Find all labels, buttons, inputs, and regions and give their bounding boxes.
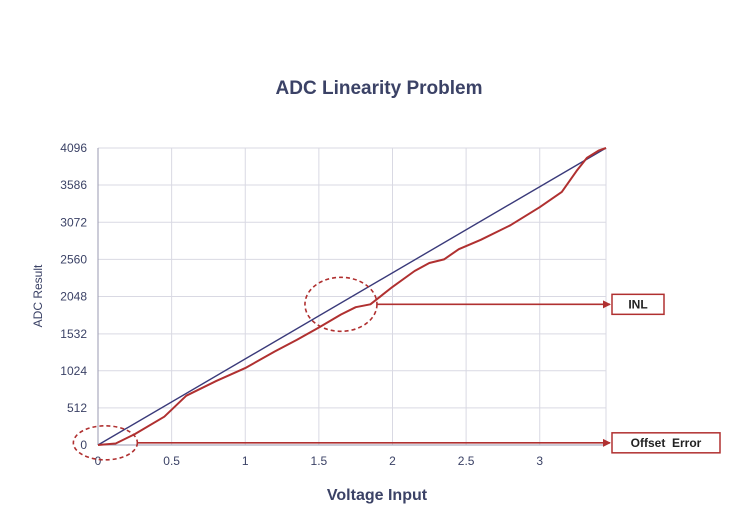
offset-error-label: Offset Error — [631, 436, 702, 450]
inl-label-box — [611, 293, 665, 316]
y-tick-label: 2560 — [60, 252, 87, 266]
y-tick-label: 4096 — [60, 141, 87, 155]
x-tick-label: 0.5 — [163, 454, 180, 468]
y-tick-label: 3072 — [60, 215, 87, 229]
x-axis-title: Voltage Input — [327, 487, 428, 504]
x-tick-label: 1.5 — [311, 454, 328, 468]
offset-label-box — [611, 432, 721, 454]
annotations: INL Offset Error — [72, 276, 721, 461]
y-tick-label: 2048 — [60, 290, 87, 304]
offset-arrowhead — [603, 438, 611, 447]
y-tick-label: 3586 — [60, 178, 87, 192]
x-tick-label: 1 — [242, 454, 249, 468]
x-tick-label: 3 — [536, 454, 543, 468]
y-tick-label: 0 — [80, 438, 87, 452]
inl-label: INL — [628, 297, 647, 311]
x-tick-label: 0 — [95, 454, 102, 468]
y-tick-labels: 0 512 1024 1532 2048 2560 3072 3586 4096 — [60, 141, 87, 452]
y-axis-title: ADC Result — [31, 264, 45, 327]
x-tick-label: 2 — [389, 454, 396, 468]
inl-arrowhead — [603, 300, 611, 309]
actual-adc-curve — [97, 147, 607, 446]
x-tick-labels: 0 0.5 1 1.5 2 2.5 3 — [95, 454, 544, 468]
y-tick-label: 512 — [67, 401, 87, 415]
chart-title: ADC Linearity Problem — [276, 78, 483, 99]
ideal-line — [97, 147, 607, 446]
y-tick-label: 1532 — [60, 327, 87, 341]
series-layer — [97, 147, 607, 446]
x-tick-label: 2.5 — [458, 454, 475, 468]
y-tick-label: 1024 — [60, 364, 87, 378]
